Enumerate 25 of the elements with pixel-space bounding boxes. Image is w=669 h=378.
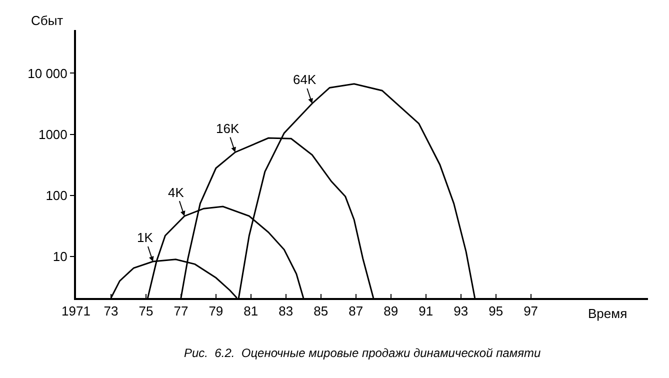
y-tick-label: 100 — [46, 188, 68, 204]
x-tick-label: 93 — [454, 304, 468, 319]
series-label: 64K — [293, 72, 316, 87]
y-tick-label: 10 000 — [28, 66, 68, 81]
series-label: 16K — [216, 121, 240, 136]
x-tick-label: 95 — [488, 304, 504, 319]
x-axis-title: Время — [588, 306, 628, 321]
x-tick-label: 87 — [348, 304, 364, 319]
x-tick-label: 75 — [138, 304, 154, 319]
y-axis-title: Сбыт — [31, 13, 64, 28]
y-tick-label: 1000 — [38, 126, 68, 142]
x-tick-label: 77 — [174, 304, 188, 319]
x-tick-label: 1971 — [62, 304, 90, 319]
y-tick-label: 10 — [52, 249, 68, 264]
series-label: 4K — [168, 185, 184, 200]
x-tick-label: 81 — [244, 304, 258, 319]
x-tick-label: 85 — [314, 304, 328, 319]
x-tick-label: 97 — [524, 304, 538, 319]
series-label: 1K — [137, 230, 154, 245]
x-tick-label: 79 — [208, 304, 224, 319]
text: Рис. 6.2. Оценочные мировые продажи динамической памяти — [184, 346, 541, 360]
x-tick-label: 89 — [384, 304, 398, 319]
x-tick-label: 73 — [104, 304, 118, 319]
x-tick-label: 83 — [278, 304, 294, 319]
x-tick-label: 91 — [418, 304, 434, 319]
